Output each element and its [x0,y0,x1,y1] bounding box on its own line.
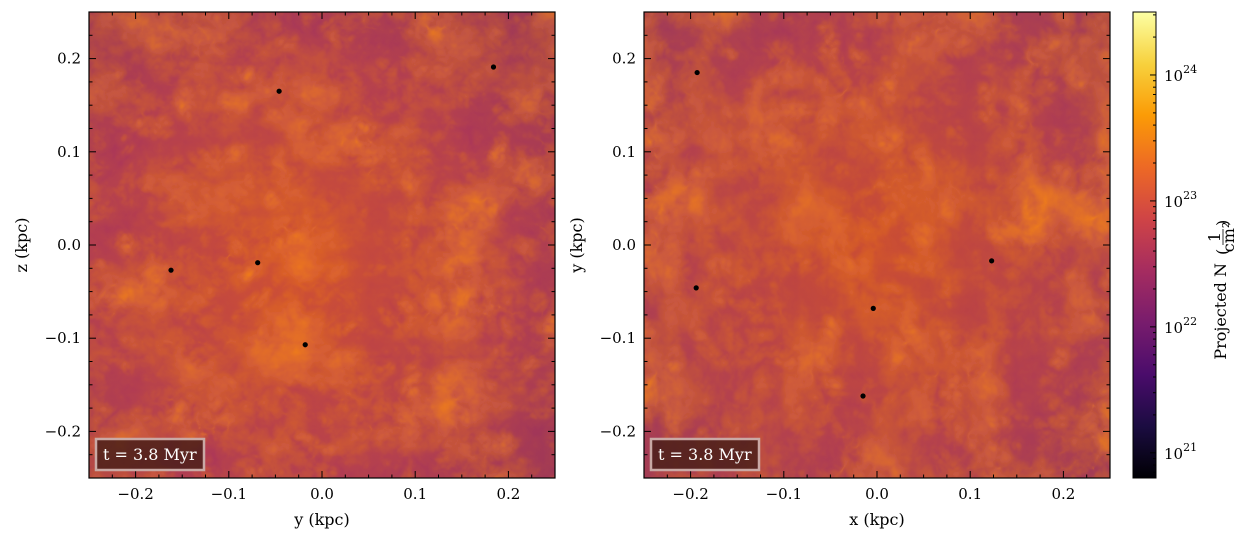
x-tick-label: −0.1 [766,485,802,503]
sink-particle-marker [870,305,876,311]
sink-particle-marker [276,88,282,94]
y-tick-label: 0.2 [57,50,81,68]
axis-ticks [88,11,556,479]
y-tick-label: 0.1 [57,143,81,161]
tick-labels: −0.2 −0.1 0.0 0.1 0.2 −0.2 −0.1 0.0 0.1 0.2 [45,50,521,503]
colorbar-tick-labels: 1021 1022 1023 1024 [1164,63,1197,463]
time-label-box: t = 3.8 Myr [649,437,761,472]
y-tick-label: −0.2 [600,422,636,440]
x-tick-label: −0.2 [117,485,153,503]
y-tick-label: 0.1 [612,143,636,161]
colorbar-tick-label: 1021 [1164,441,1197,463]
y-tick-label: −0.1 [45,329,81,347]
colorbar-label-paren-open: ( [1213,249,1232,255]
x-tick-label: 0.1 [958,485,982,503]
x-tick-label: 0.2 [496,485,520,503]
time-label-background [649,437,761,472]
sink-particle-marker [693,285,699,291]
projection-panel-yz: −0.2 −0.1 0.0 0.1 0.2 −0.2 −0.1 0.0 0.1 0.2 y (kp… [12,11,556,529]
x-axis-label: y (kpc) [293,510,350,529]
x-axis-label: x (kpc) [849,510,905,529]
tick-labels: −0.2 −0.1 0.0 0.1 0.2 −0.2 −0.1 0.0 0.1 0.2 [600,50,1076,503]
axis-ticks [643,11,1111,479]
sink-particle-marker [694,69,700,76]
colorbar-tick-label: 1022 [1164,315,1197,337]
y-axis-label: y (kpc) [567,217,586,274]
y-tick-label: −0.2 [45,422,81,440]
x-tick-label: 0.1 [403,485,427,503]
sink-particle-marker [302,342,308,348]
heatmap-filaments [89,12,555,478]
colorbar-label-text: Projected N [1211,263,1230,360]
colorbar-ticks [1150,14,1156,473]
sink-particles [693,69,995,399]
x-tick-label: −0.1 [211,485,247,503]
sink-particle-marker [255,260,261,266]
heatmap-filaments [644,12,1110,478]
y-axis-label: z (kpc) [12,218,31,273]
colorbar-tick-label: 1024 [1164,63,1197,85]
colorbar-gradient [1132,11,1157,479]
time-label: t = 3.8 Myr [103,445,197,464]
sink-particle-marker [860,393,866,399]
sink-particles [168,64,497,348]
time-label: t = 3.8 Myr [658,445,752,464]
colorbar-unit-numerator: 1 [1205,232,1224,242]
colorbar-label: Projected N ( 1 cm² ) [1205,220,1238,360]
x-tick-label: −0.2 [672,485,708,503]
colorbar-unit-denominator: cm² [1219,222,1238,253]
sink-particle-marker [989,258,995,264]
colorbar: 1021 1022 1023 1024 Projected N ( 1 cm² ) [1132,11,1238,479]
time-label-background [94,437,206,472]
time-label-box: t = 3.8 Myr [94,437,206,472]
x-tick-label: 0.2 [1051,485,1075,503]
sink-particle-marker [168,267,174,273]
colorbar-label-paren-close: ) [1213,220,1232,226]
projection-panel-xy: −0.2 −0.1 0.0 0.1 0.2 −0.2 −0.1 0.0 0.1 0.2 x (kp… [567,11,1111,529]
y-tick-label: −0.1 [600,329,636,347]
y-tick-label: 0.2 [612,50,636,68]
colorbar-tick-label: 1023 [1164,189,1197,211]
y-tick-label: 0.0 [57,236,81,254]
x-tick-label: 0.0 [310,485,334,503]
sink-particle-marker [490,64,497,70]
x-tick-label: 0.0 [865,485,889,503]
y-tick-label: 0.0 [612,236,636,254]
